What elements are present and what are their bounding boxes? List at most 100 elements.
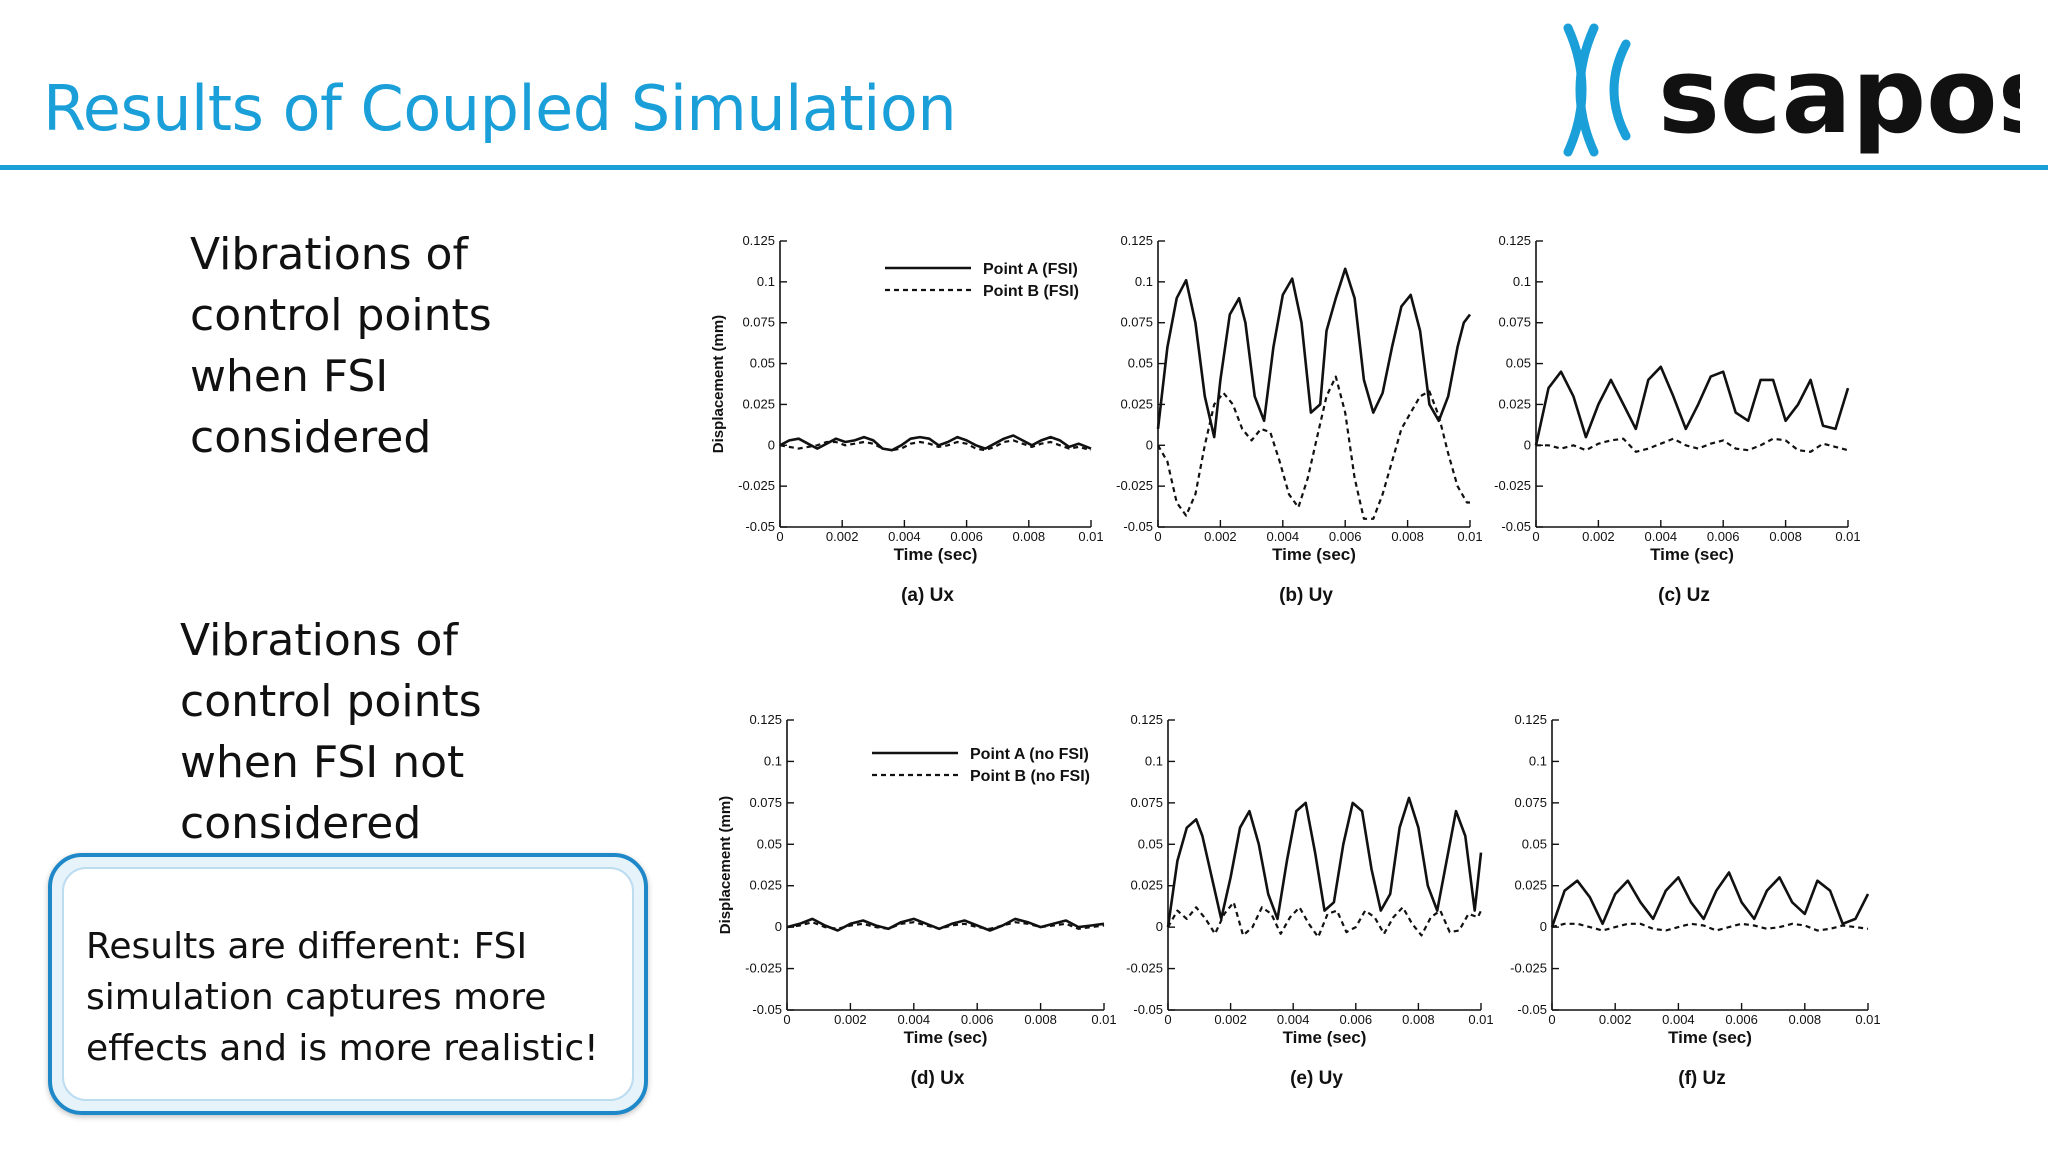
chart-caption: (a) Ux <box>901 585 954 606</box>
y-tick-label: 0.05 <box>750 356 775 371</box>
fsi-description: Vibrations of control points when FSI co… <box>190 224 492 468</box>
y-tick-label: 0 <box>1524 437 1531 452</box>
y-tick-label: 0.025 <box>749 878 782 893</box>
x-axis-label: Time (sec) <box>904 1028 988 1047</box>
y-tick-label: 0.125 <box>1514 712 1547 727</box>
nofsi-line: Vibrations of <box>180 615 458 666</box>
logo-wordmark: scapos <box>1658 35 2020 157</box>
fsi-line: control points <box>190 290 492 341</box>
title-divider <box>0 165 2048 170</box>
y-tick-label: 0.05 <box>1128 356 1153 371</box>
slide-title: Results of Coupled Simulation <box>43 72 957 145</box>
y-tick-label: 0.075 <box>749 795 782 810</box>
x-tick-label: 0.006 <box>1329 529 1362 544</box>
y-tick-label: 0.125 <box>1120 233 1153 248</box>
x-tick-label: 0.008 <box>1789 1012 1822 1027</box>
y-tick-label: 0.05 <box>1522 836 1547 851</box>
chart-caption: (e) Uy <box>1290 1068 1343 1089</box>
x-tick-label: 0.002 <box>1214 1012 1247 1027</box>
y-tick-label: -0.05 <box>1133 1002 1163 1017</box>
x-tick-label: 0.004 <box>1662 1012 1695 1027</box>
y-tick-label: 0.075 <box>1130 795 1163 810</box>
y-tick-label: 0.125 <box>749 712 782 727</box>
logo-bracket-mark <box>1609 39 1631 141</box>
x-tick-label: 0 <box>1164 1012 1171 1027</box>
x-tick-label: 0.004 <box>1267 529 1300 544</box>
x-tick-label: 0.008 <box>1391 529 1424 544</box>
y-tick-label: -0.05 <box>752 1002 782 1017</box>
x-tick-label: 0.006 <box>1725 1012 1758 1027</box>
chart-caption: (c) Uz <box>1658 585 1710 606</box>
y-tick-label: 0 <box>1156 919 1163 934</box>
x-tick-label: 0.01 <box>1855 1012 1880 1027</box>
legend-label: Point B (FSI) <box>983 283 1079 300</box>
x-tick-label: 0.002 <box>834 1012 867 1027</box>
series-line-point-b <box>1167 901 1482 939</box>
y-tick-label: 0.1 <box>1529 753 1547 768</box>
y-tick-label: -0.025 <box>1494 478 1531 493</box>
y-tick-label: 0 <box>768 437 775 452</box>
y-tick-label: -0.05 <box>1123 519 1153 534</box>
x-tick-label: 0.01 <box>1078 529 1103 544</box>
logo-bracket-mark <box>1575 23 1599 157</box>
chart-caption: (f) Uz <box>1678 1068 1725 1089</box>
x-tick-label: 0.002 <box>1204 529 1237 544</box>
y-tick-label: 0.05 <box>1506 356 1531 371</box>
x-tick-label: 0.004 <box>898 1012 931 1027</box>
y-tick-label: -0.05 <box>745 519 775 534</box>
fsi-line: considered <box>190 412 432 463</box>
legend-label: Point B (no FSI) <box>970 768 1090 785</box>
series-line-point-b <box>786 921 1105 930</box>
y-tick-label: 0.025 <box>1514 878 1547 893</box>
y-tick-label: 0.025 <box>742 396 775 411</box>
series-line-point-b <box>1157 375 1470 520</box>
y-tick-label: 0.1 <box>1135 274 1153 289</box>
callout-line: effects and is more realistic! <box>86 1028 599 1069</box>
y-tick-label: -0.025 <box>1126 961 1163 976</box>
x-tick-label: 0.006 <box>950 529 983 544</box>
y-tick-label: -0.025 <box>738 478 775 493</box>
y-tick-label: 0.125 <box>1130 712 1163 727</box>
x-tick-label: 0.004 <box>888 529 921 544</box>
y-tick-label: 0.125 <box>1498 233 1531 248</box>
x-tick-label: 0 <box>1154 529 1161 544</box>
series-line-point-b <box>1551 922 1869 932</box>
series-line-point-a <box>1550 871 1870 928</box>
y-tick-label: -0.025 <box>745 961 782 976</box>
x-tick-label: 0.01 <box>1468 1012 1493 1027</box>
y-tick-label: 0.075 <box>1498 315 1531 330</box>
series-line-point-a <box>1534 365 1850 446</box>
y-tick-label: 0.125 <box>742 233 775 248</box>
x-tick-label: 0 <box>1548 1012 1555 1027</box>
x-tick-label: 0 <box>776 529 783 544</box>
y-tick-label: 0.1 <box>1513 274 1531 289</box>
x-axis-label: Time (sec) <box>1283 1028 1367 1047</box>
x-axis-label: Time (sec) <box>1668 1028 1752 1047</box>
y-tick-label: 0.1 <box>1145 753 1163 768</box>
x-tick-label: 0.002 <box>1582 529 1615 544</box>
y-tick-label: -0.025 <box>1116 478 1153 493</box>
x-tick-label: 0.002 <box>1599 1012 1632 1027</box>
x-tick-label: 0.002 <box>826 529 859 544</box>
x-axis-label: Time (sec) <box>894 545 978 564</box>
y-tick-label: 0.025 <box>1130 878 1163 893</box>
chart-caption: (b) Uy <box>1279 585 1333 606</box>
x-tick-label: 0.004 <box>1277 1012 1310 1027</box>
x-tick-label: 0.008 <box>1013 529 1046 544</box>
y-tick-label: 0.075 <box>742 315 775 330</box>
callout-line: Results are different: FSI <box>86 926 528 967</box>
series-line-point-b <box>1536 437 1849 453</box>
legend-label: Point A (no FSI) <box>970 746 1089 763</box>
series-line-point-a <box>1166 796 1483 928</box>
y-tick-label: 0 <box>1146 437 1153 452</box>
y-tick-label: -0.025 <box>1510 961 1547 976</box>
series-line-point-a <box>1156 267 1472 439</box>
y-tick-label: 0.1 <box>764 753 782 768</box>
x-tick-label: 0.006 <box>961 1012 994 1027</box>
y-tick-label: -0.05 <box>1501 519 1531 534</box>
x-tick-label: 0 <box>783 1012 790 1027</box>
